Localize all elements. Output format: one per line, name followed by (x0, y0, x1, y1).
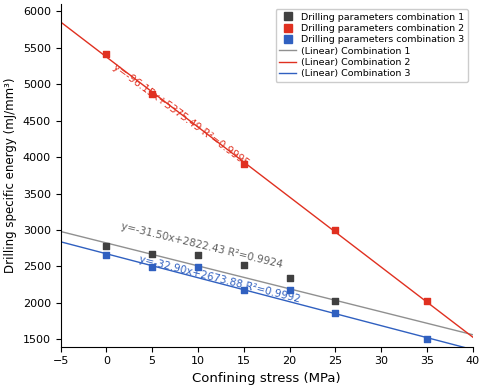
Drilling parameters combination 3 (240, 287, 248, 293)
Drilling parameters combination 3 (332, 310, 339, 316)
Text: y=-31.50x+2822.43 R²=0.9924: y=-31.50x+2822.43 R²=0.9924 (120, 222, 284, 270)
Drilling parameters combination 1 (148, 251, 156, 257)
Drilling parameters combination 2 (240, 161, 248, 168)
Drilling parameters combination 2 (148, 91, 156, 98)
Text: y=-32.90x+2673.88 R²=0.9992: y=-32.90x+2673.88 R²=0.9992 (138, 254, 302, 305)
Drilling parameters combination 2 (423, 298, 431, 305)
Text: y=-96.15x+5375.49 R²=0.9995: y=-96.15x+5375.49 R²=0.9995 (111, 62, 251, 168)
Drilling parameters combination 3 (286, 287, 293, 293)
Drilling parameters combination 3 (194, 264, 202, 270)
Drilling parameters combination 1 (240, 262, 248, 268)
Drilling parameters combination 2 (332, 227, 339, 233)
X-axis label: Confining stress (MPa): Confining stress (MPa) (192, 372, 341, 385)
Drilling parameters combination 3 (148, 264, 156, 270)
Drilling parameters combination 3 (103, 252, 110, 259)
Drilling parameters combination 1 (332, 298, 339, 305)
Drilling parameters combination 1 (103, 243, 110, 249)
Drilling parameters combination 3 (423, 336, 431, 342)
Drilling parameters combination 1 (194, 252, 202, 259)
Y-axis label: Drilling specific energy (mJ/mm³): Drilling specific energy (mJ/mm³) (4, 78, 17, 273)
Drilling parameters combination 2 (103, 51, 110, 57)
Drilling parameters combination 1 (286, 275, 293, 281)
Legend: Drilling parameters combination 1, Drilling parameters combination 2, Drilling p: Drilling parameters combination 1, Drill… (275, 9, 468, 82)
